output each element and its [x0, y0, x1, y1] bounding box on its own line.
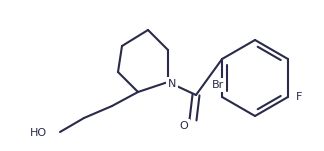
Text: Br: Br — [212, 80, 224, 90]
Text: HO: HO — [30, 128, 47, 138]
Text: O: O — [179, 121, 188, 131]
Text: N: N — [168, 79, 176, 89]
Text: F: F — [296, 92, 302, 102]
